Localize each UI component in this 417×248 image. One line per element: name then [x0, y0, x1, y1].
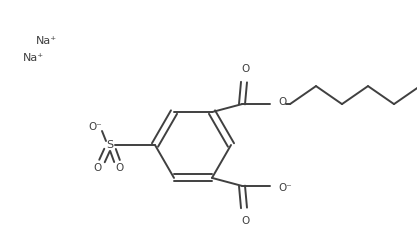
Text: O⁻: O⁻ — [88, 122, 102, 132]
Text: Na⁺: Na⁺ — [35, 36, 57, 46]
Text: Na⁺: Na⁺ — [23, 53, 44, 63]
Text: O: O — [94, 163, 102, 173]
Text: O: O — [116, 163, 124, 173]
Text: O⁻: O⁻ — [278, 183, 292, 193]
Text: O: O — [242, 64, 250, 74]
Text: S: S — [106, 140, 113, 150]
Text: O: O — [278, 97, 286, 107]
Text: O: O — [242, 216, 250, 226]
